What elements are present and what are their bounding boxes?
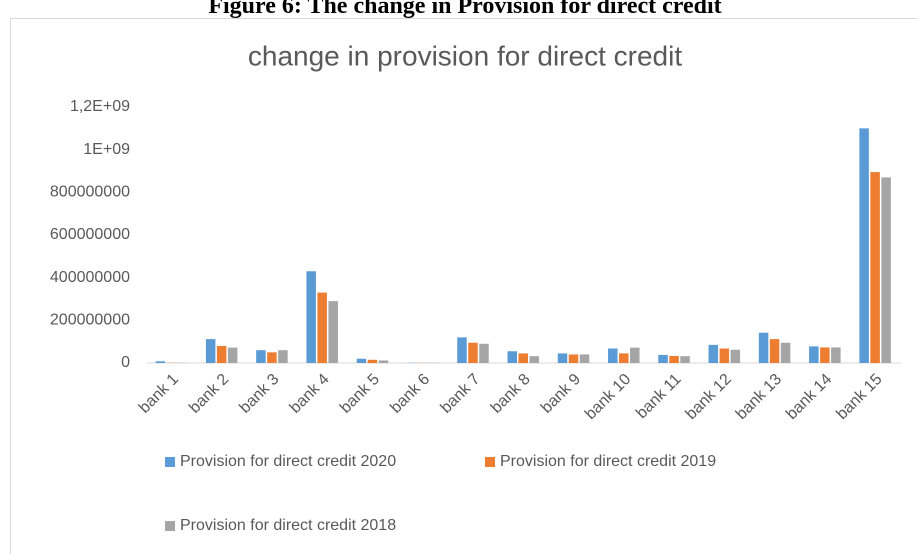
bar [758,332,769,363]
bar [328,301,338,363]
bar [658,354,668,363]
bar [557,353,568,363]
bar [881,177,891,363]
bar [367,359,378,363]
legend-swatch [165,521,175,531]
bar [155,361,166,363]
bar [619,353,629,363]
chart-border [10,18,917,554]
legend-label: Provision for direct credit 2019 [500,453,716,470]
bar [356,358,367,363]
bar [507,351,517,363]
legend-label: Provision for direct credit 2018 [180,517,396,534]
y-tick-label: 200000000 [50,312,130,329]
bar [820,347,830,363]
bar [216,345,227,363]
bar [870,172,880,363]
y-tick-label: 1E+09 [83,141,130,158]
legend-swatch [165,457,175,467]
figure-caption: Figure 6: The change in Provision for di… [208,0,721,19]
bar [831,347,841,363]
bar [468,342,478,363]
bar [680,356,690,363]
y-tick-label: 400000000 [50,269,130,286]
bar [579,354,590,363]
bar [809,346,819,363]
legend-swatch [485,457,495,467]
y-tick-label: 600000000 [50,226,130,243]
bar [227,347,238,363]
bar [769,339,780,363]
chart-title: change in provision for direct credit [248,40,682,71]
y-tick-label: 1,2E+09 [70,98,130,115]
bar [719,348,730,363]
bar [306,271,316,363]
bar [568,354,579,363]
bar [479,343,489,363]
bar [708,344,719,363]
bar [457,337,467,363]
legend-label: Provision for direct credit 2020 [180,453,396,470]
bar [256,350,266,363]
bar [205,339,216,363]
bar [378,360,389,363]
bar [278,350,288,363]
bar [780,342,791,363]
bar [518,353,528,363]
bar [529,356,539,363]
bar [317,292,327,363]
y-tick-label: 0 [121,354,130,371]
bar [267,352,277,363]
bar [630,347,640,363]
bar [608,348,618,363]
bar [730,349,741,363]
y-tick-label: 800000000 [50,184,130,201]
bar [859,128,869,363]
bar [669,355,679,363]
